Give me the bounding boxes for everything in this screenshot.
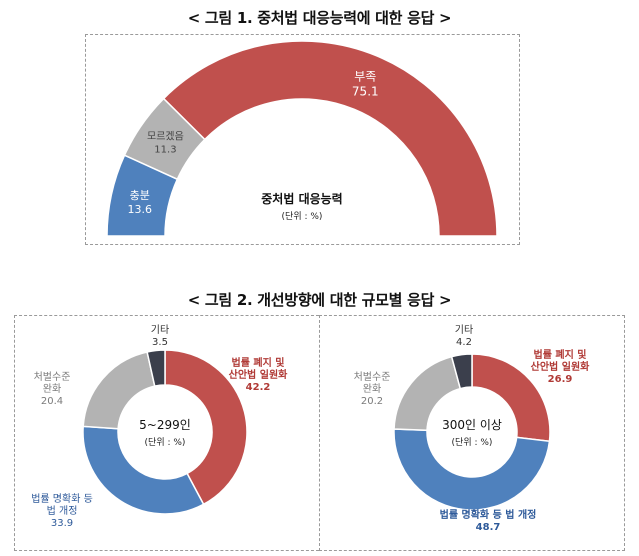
fig1-slice-label: 모르겠음 — [147, 131, 184, 143]
fig1-slice-value: 75.1 — [352, 85, 379, 99]
figure1-frame — [85, 34, 520, 245]
fig2-left-label-1-line-0: 법률 명확화 등 — [31, 493, 93, 505]
fig2-right-value-1: 48.7 — [476, 522, 501, 533]
fig2-right-label-2-line-1: 완화 — [363, 383, 381, 395]
fig2-right-slice-기타 — [450, 353, 473, 390]
fig2-left-label-2-line-1: 완화 — [43, 383, 61, 395]
fig2-right-label-0-line-0: 법률 폐지 및 — [534, 348, 587, 361]
fig2-left-slice-법률-명확화-등-법-개정 — [82, 425, 205, 515]
fig2-right-center-title: 300인 이상 — [442, 418, 502, 432]
figure2-right-frame — [319, 315, 625, 551]
fig2-right-slice-법률-명확화-등-법-개정 — [393, 428, 551, 511]
fig2-left-value-0: 42.2 — [246, 382, 271, 393]
fig2-right-value-0: 26.9 — [548, 374, 573, 385]
figure1-title: < 그림 1. 중처법 대응능력에 대한 응답 > — [187, 9, 452, 27]
fig2-left-value-3: 3.5 — [152, 337, 168, 348]
fig2-right-value-3: 4.2 — [456, 337, 472, 348]
fig1-slice-label: 부족 — [354, 70, 376, 84]
fig1-slice-label: 충분 — [130, 189, 150, 202]
fig2-left-label-2-line-0: 처벌수준 — [34, 371, 71, 383]
fig2-left-label-0-line-0: 법률 폐지 및 — [232, 356, 285, 369]
figure2-title: < 그림 2. 개선방향에 대한 규모별 응답 > — [187, 291, 452, 309]
fig2-left-value-1: 33.9 — [51, 518, 73, 529]
fig1-slice-value: 11.3 — [154, 145, 176, 156]
fig2-right-label-2-line-0: 처벌수준 — [354, 371, 391, 383]
fig1-unit: (단위 : %) — [282, 211, 323, 222]
figure2-left-frame — [14, 315, 319, 551]
fig2-left-value-2: 20.4 — [41, 396, 63, 407]
fig1-slice-value: 13.6 — [128, 203, 153, 216]
fig2-left-label-1-line-1: 법 개정 — [47, 505, 78, 517]
fig2-left-slice-기타 — [146, 349, 166, 388]
fig2-left-unit: (단위 : %) — [145, 437, 186, 448]
fig2-left-slice-법률-폐지-및-산안법-일원화 — [164, 349, 248, 506]
fig2-right-label-1-line-0: 법률 명확화 등 법 개정 — [440, 508, 537, 521]
fig2-left-label-3-line-0: 기타 — [151, 324, 169, 336]
fig1-center-title: 중처법 대응능력 — [261, 191, 342, 206]
fig2-left-label-0-line-1: 산안법 일원화 — [229, 368, 288, 381]
fig2-right-unit: (단위 : %) — [452, 437, 493, 448]
fig2-right-value-2: 20.2 — [361, 396, 383, 407]
fig2-left-center-title: 5~299인 — [139, 418, 191, 432]
fig1-slice-부족 — [162, 40, 498, 237]
fig2-right-label-0-line-1: 산안법 일원화 — [531, 360, 590, 373]
fig2-right-label-3-line-0: 기타 — [455, 324, 473, 336]
